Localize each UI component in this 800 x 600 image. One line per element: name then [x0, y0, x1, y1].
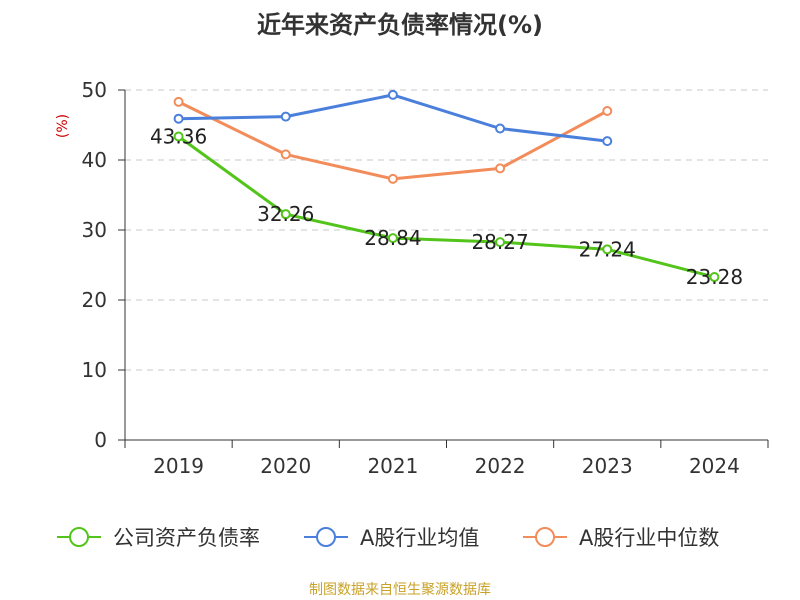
data-label: 28.84 — [364, 226, 421, 250]
series-line — [177, 100, 608, 181]
legend-swatch-marker — [316, 527, 336, 547]
data-point — [387, 233, 398, 244]
x-tick-label: 2022 — [475, 454, 526, 478]
legend-label: A股行业均值 — [360, 526, 479, 550]
data-label: 27.24 — [579, 237, 636, 261]
chart-title: 近年来资产负债率情况(%) — [257, 11, 543, 39]
legend-label: 公司资产负债率 — [113, 526, 260, 550]
data-label: 43.36 — [150, 124, 207, 148]
y-tick-label: 0 — [94, 428, 107, 452]
data-point — [602, 244, 613, 255]
data-point — [495, 123, 506, 134]
series-line — [177, 135, 715, 279]
data-point — [280, 111, 291, 122]
x-tick-label: 2019 — [153, 454, 204, 478]
data-point — [387, 89, 398, 100]
y-axis-label: (%) — [55, 114, 71, 138]
series-lines — [173, 89, 720, 283]
y-tick-label: 20 — [82, 288, 107, 312]
data-point — [387, 173, 398, 184]
x-tick-label: 2020 — [260, 454, 311, 478]
data-point — [602, 106, 613, 116]
legend-swatch-marker — [69, 527, 89, 547]
data-point — [280, 149, 291, 160]
data-point — [173, 131, 184, 142]
data-label: 28.27 — [471, 230, 528, 254]
legend-label: A股行业中位数 — [579, 526, 719, 550]
data-point — [173, 113, 184, 124]
source-note: 制图数据来自恒生聚源数据库 — [309, 582, 491, 598]
y-tick-label: 40 — [82, 148, 107, 172]
x-tick-label: 2021 — [367, 454, 418, 478]
y-tick-label: 50 — [82, 78, 107, 102]
data-point — [709, 272, 720, 283]
x-tick-label: 2024 — [689, 454, 740, 478]
y-tick-label: 10 — [82, 358, 107, 382]
legend-swatch-marker — [535, 527, 555, 547]
y-tick-label: 30 — [82, 218, 107, 242]
data-point — [280, 209, 291, 220]
data-point — [173, 96, 184, 107]
x-tick-label: 2023 — [582, 454, 633, 478]
axes: 0 10 20 30 40 50 2019 2020 2021 2022 2023 2024 — [82, 78, 769, 478]
data-point — [495, 237, 506, 248]
data-labels: 43.36 32.26 28.84 28.27 27.24 23.28 — [150, 124, 743, 289]
data-label: 32.26 — [257, 202, 314, 226]
grid — [125, 89, 768, 371]
legend: 公司资产负债率 A股行业均值 A股行业中位数 — [57, 526, 719, 550]
data-point — [495, 163, 506, 174]
data-label: 23.28 — [686, 265, 743, 289]
data-point — [602, 136, 613, 147]
